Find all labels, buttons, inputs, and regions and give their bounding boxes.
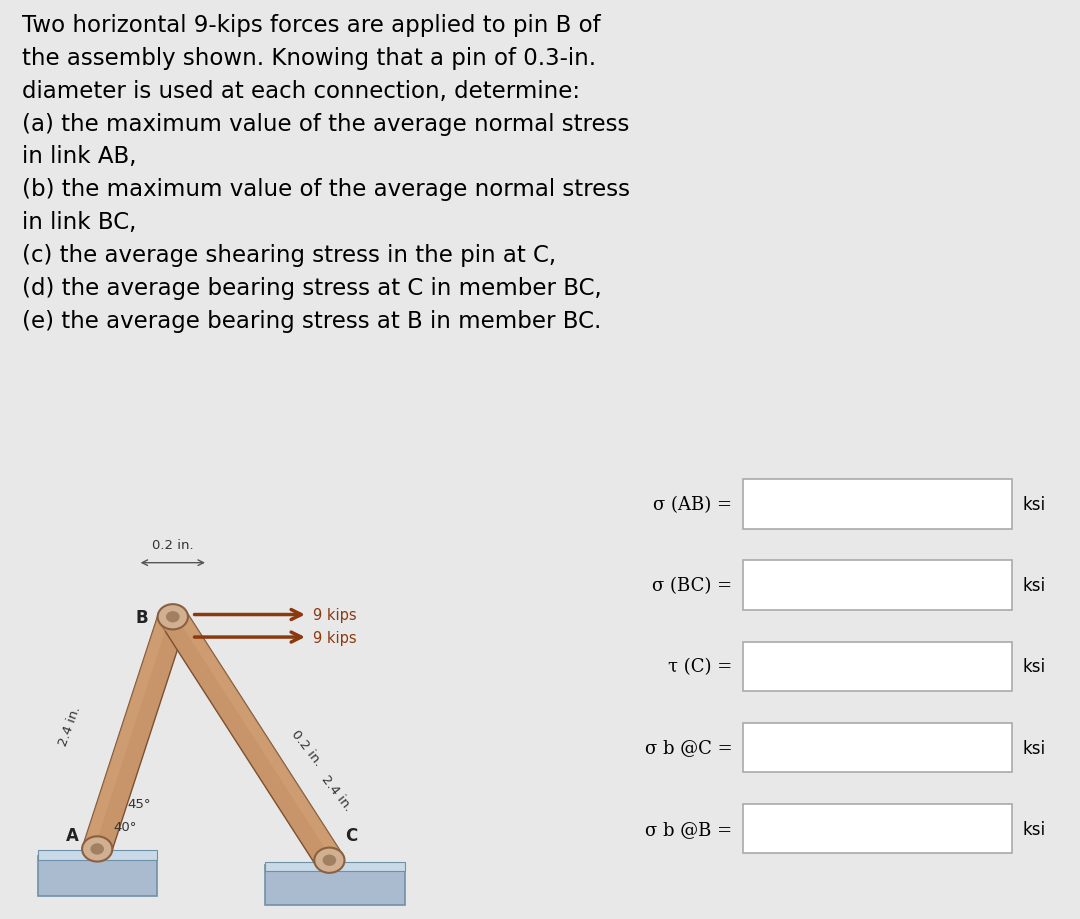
Text: 9 kips: 9 kips [313,630,356,645]
FancyBboxPatch shape [743,480,1012,529]
Polygon shape [83,614,187,852]
Polygon shape [160,611,342,866]
FancyBboxPatch shape [38,850,157,860]
Text: ksi: ksi [1023,658,1045,675]
Text: A: A [66,826,78,845]
Text: ksi: ksi [1023,495,1045,514]
Text: 2.4 in.: 2.4 in. [57,703,83,747]
Text: ksi: ksi [1023,739,1045,756]
Text: Two horizontal 9-kips forces are applied to pin B of
the assembly shown. Knowing: Two horizontal 9-kips forces are applied… [22,14,630,333]
Text: 2.4 in.: 2.4 in. [319,772,354,813]
FancyBboxPatch shape [743,804,1012,854]
Text: 9 kips: 9 kips [313,607,356,622]
Circle shape [82,836,112,862]
FancyBboxPatch shape [38,856,157,896]
Text: 0.2 in.: 0.2 in. [152,539,193,551]
Text: 0.2 in.: 0.2 in. [289,727,325,768]
Text: σ (BC) =: σ (BC) = [652,576,732,595]
Text: τ (C) =: τ (C) = [669,658,732,675]
Text: ksi: ksi [1023,576,1045,595]
FancyBboxPatch shape [265,865,405,905]
Circle shape [323,855,336,866]
Text: σ b @C =: σ b @C = [645,739,732,756]
FancyBboxPatch shape [265,862,405,871]
Circle shape [158,605,188,630]
Text: B: B [136,608,149,626]
Circle shape [166,611,179,623]
FancyBboxPatch shape [743,723,1012,773]
Text: C: C [346,826,357,845]
Polygon shape [83,614,170,848]
FancyBboxPatch shape [743,561,1012,610]
Text: 45°: 45° [127,798,150,811]
Polygon shape [175,611,342,859]
Text: σ (AB) =: σ (AB) = [653,495,732,514]
FancyBboxPatch shape [743,641,1012,691]
Text: 40°: 40° [113,820,137,833]
Circle shape [91,844,104,855]
Circle shape [314,847,345,873]
Text: σ b @B =: σ b @B = [645,820,732,838]
Text: ksi: ksi [1023,820,1045,838]
